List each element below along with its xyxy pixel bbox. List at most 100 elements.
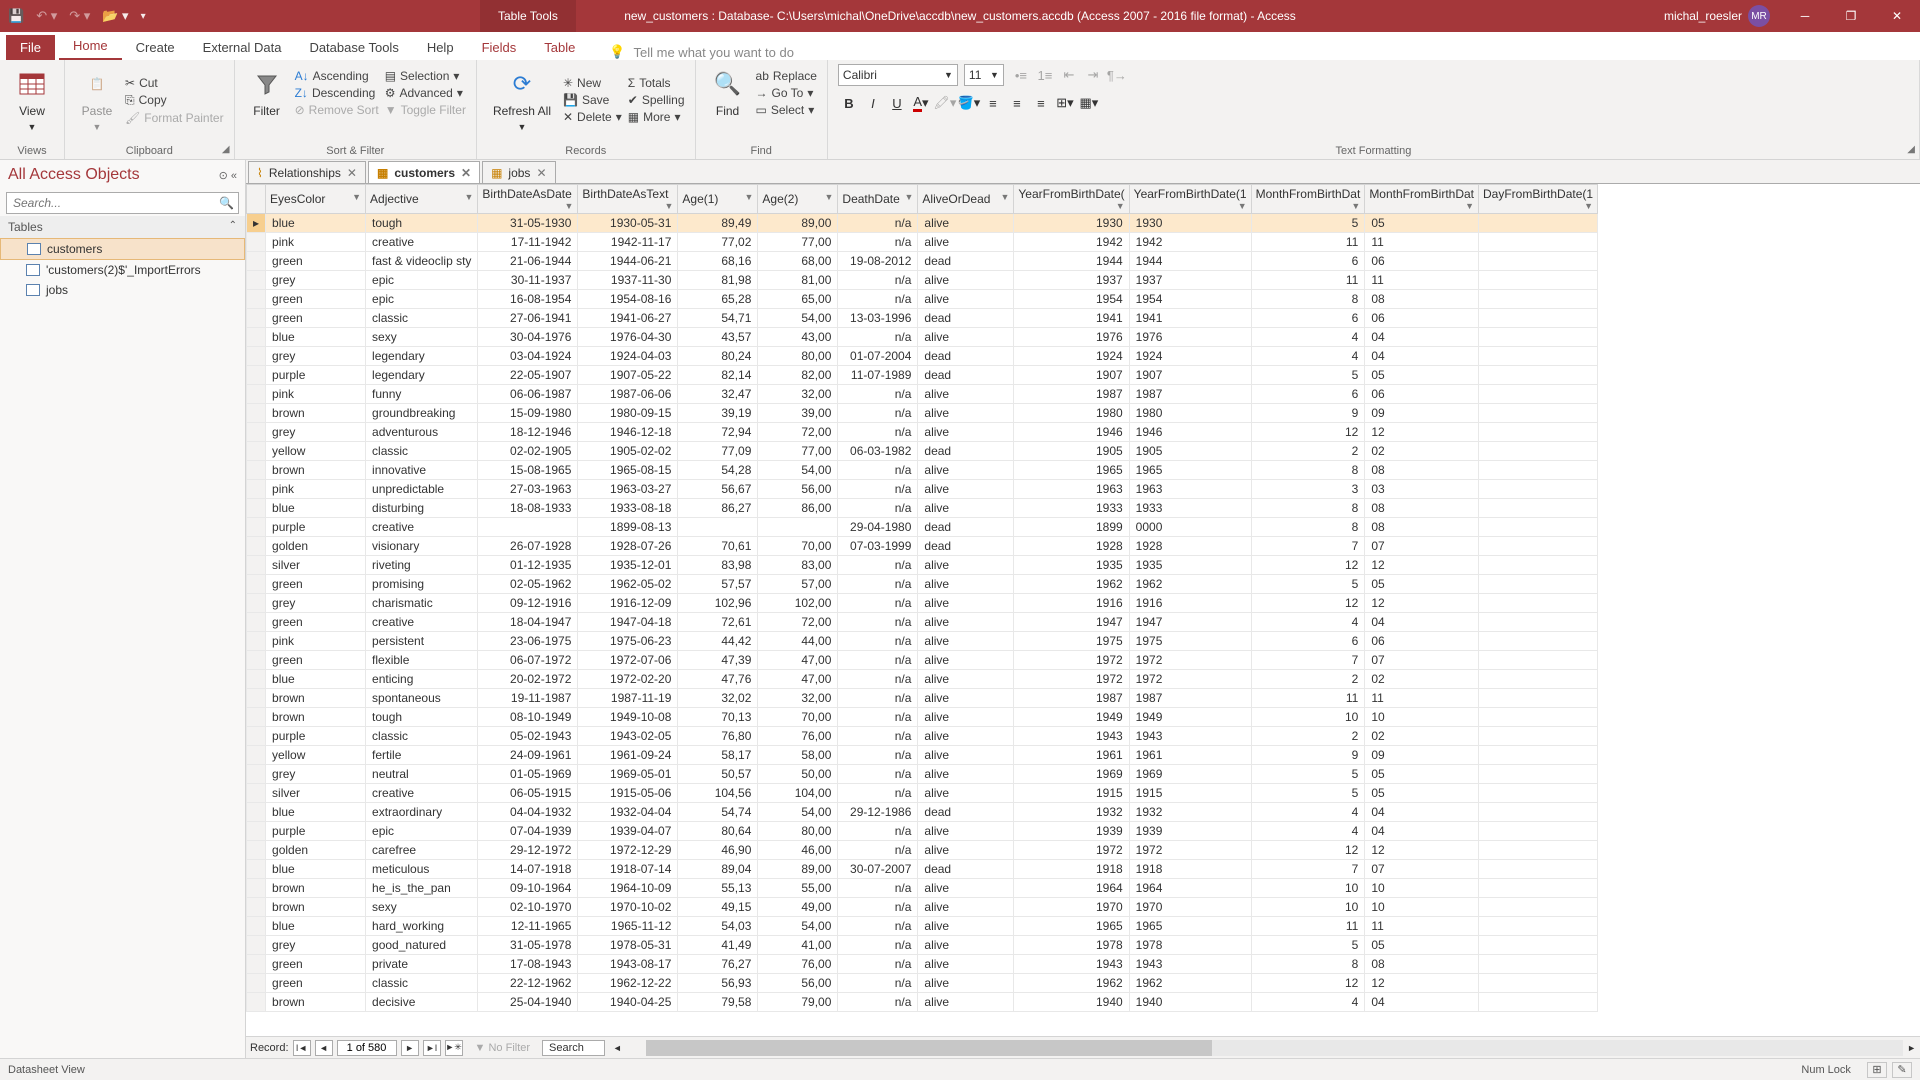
column-header[interactable]: Age(2)▼	[758, 185, 838, 214]
cell[interactable]: 1965	[1129, 461, 1251, 480]
cell[interactable]: 05	[1365, 936, 1479, 955]
cell[interactable]: 1949	[1129, 708, 1251, 727]
cell[interactable]: 1933	[1014, 499, 1129, 518]
cell[interactable]: n/a	[838, 613, 918, 632]
cell[interactable]: neutral	[366, 765, 478, 784]
cell[interactable]: 1916-12-09	[578, 594, 678, 613]
cell[interactable]: 06	[1365, 632, 1479, 651]
more-button[interactable]: ▦More ▾	[628, 110, 685, 124]
cell[interactable]: 86,27	[678, 499, 758, 518]
cell[interactable]: 1964	[1014, 879, 1129, 898]
cell[interactable]: 8	[1251, 499, 1365, 518]
cell[interactable]: 32,47	[678, 385, 758, 404]
cell[interactable]: 7	[1251, 537, 1365, 556]
cell[interactable]: 1943	[1129, 727, 1251, 746]
cell[interactable]	[478, 518, 578, 537]
column-header[interactable]: MonthFromBirthDat▼	[1365, 185, 1479, 214]
cell[interactable]: 09-12-1916	[478, 594, 578, 613]
cell[interactable]: tough	[366, 214, 478, 233]
cell[interactable]: n/a	[838, 480, 918, 499]
cell[interactable]: green	[266, 974, 366, 993]
cell[interactable]: 10	[1365, 898, 1479, 917]
cell[interactable]: 1980	[1129, 404, 1251, 423]
row-selector[interactable]	[247, 936, 266, 955]
cell[interactable]: 19-11-1987	[478, 689, 578, 708]
cell[interactable]: alive	[918, 328, 1014, 347]
cell[interactable]: n/a	[838, 385, 918, 404]
cell[interactable]: 12	[1251, 841, 1365, 860]
cell[interactable]: 1942	[1129, 233, 1251, 252]
cell[interactable]	[1479, 309, 1598, 328]
cell[interactable]: 01-05-1969	[478, 765, 578, 784]
table-row[interactable]: bluemeticulous14-07-19181918-07-1489,048…	[247, 860, 1598, 879]
table-row[interactable]: greyadventurous18-12-19461946-12-1872,94…	[247, 423, 1598, 442]
cell[interactable]: 10	[1251, 879, 1365, 898]
cell[interactable]: 1947	[1014, 613, 1129, 632]
cell[interactable]: 1944	[1014, 252, 1129, 271]
table-row[interactable]: browngroundbreaking15-09-19801980-09-153…	[247, 404, 1598, 423]
cell[interactable]: 1976	[1129, 328, 1251, 347]
cell[interactable]: 44,00	[758, 632, 838, 651]
first-record-button[interactable]: I◄	[293, 1040, 311, 1056]
minimize-button[interactable]: ─	[1782, 0, 1828, 32]
cell[interactable]: n/a	[838, 632, 918, 651]
cell[interactable]: 05-02-1943	[478, 727, 578, 746]
cell[interactable]: n/a	[838, 328, 918, 347]
cell[interactable]: 1915	[1014, 784, 1129, 803]
cell[interactable]	[1479, 480, 1598, 499]
cell[interactable]: good_natured	[366, 936, 478, 955]
cell[interactable]: 12	[1365, 556, 1479, 575]
cell[interactable]: 29-12-1986	[838, 803, 918, 822]
cell[interactable]: 1937	[1129, 271, 1251, 290]
cell[interactable]: 15-09-1980	[478, 404, 578, 423]
undo-icon[interactable]: ↶ ▾	[36, 8, 57, 24]
table-row[interactable]: greenprivate17-08-19431943-08-1776,2776,…	[247, 955, 1598, 974]
cell[interactable]: 76,00	[758, 727, 838, 746]
cell[interactable]: unpredictable	[366, 480, 478, 499]
column-dropdown-icon[interactable]: ▼	[1000, 192, 1009, 202]
cell[interactable]: 1964	[1129, 879, 1251, 898]
cell[interactable]: 1916	[1014, 594, 1129, 613]
cell[interactable]: 02-10-1970	[478, 898, 578, 917]
cell[interactable]: blue	[266, 328, 366, 347]
close-button[interactable]: ✕	[1874, 0, 1920, 32]
cell[interactable]: 1947-04-18	[578, 613, 678, 632]
cell[interactable]	[1479, 214, 1598, 233]
cell[interactable]: riveting	[366, 556, 478, 575]
cell[interactable]: 54,28	[678, 461, 758, 480]
cell[interactable]: 49,00	[758, 898, 838, 917]
table-row[interactable]: goldencarefree29-12-19721972-12-2946,904…	[247, 841, 1598, 860]
cell[interactable]: decisive	[366, 993, 478, 1012]
row-selector[interactable]	[247, 765, 266, 784]
cell[interactable]: 1944	[1129, 252, 1251, 271]
cell[interactable]	[1479, 898, 1598, 917]
cell[interactable]: creative	[366, 518, 478, 537]
cell[interactable]	[1479, 290, 1598, 309]
cell[interactable]: 11	[1365, 689, 1479, 708]
cell[interactable]: 1944-06-21	[578, 252, 678, 271]
cell[interactable]: alive	[918, 233, 1014, 252]
cell[interactable]: 19-08-2012	[838, 252, 918, 271]
cell[interactable]: 1980	[1014, 404, 1129, 423]
cell[interactable]: 72,94	[678, 423, 758, 442]
cell[interactable]: 5	[1251, 214, 1365, 233]
row-selector[interactable]	[247, 442, 266, 461]
cell[interactable]: 1916	[1129, 594, 1251, 613]
row-selector[interactable]	[247, 271, 266, 290]
row-selector[interactable]	[247, 955, 266, 974]
cell[interactable]: n/a	[838, 917, 918, 936]
cell[interactable]: 2	[1251, 442, 1365, 461]
cell[interactable]	[1479, 803, 1598, 822]
cell[interactable]: 79,58	[678, 993, 758, 1012]
tab-external-data[interactable]: External Data	[189, 35, 296, 60]
cell[interactable]	[678, 518, 758, 537]
cell[interactable]: 09	[1365, 746, 1479, 765]
cell[interactable]: 09	[1365, 404, 1479, 423]
replace-button[interactable]: abReplace	[756, 69, 817, 83]
cell[interactable]	[1479, 784, 1598, 803]
cell[interactable]: alive	[918, 404, 1014, 423]
cell[interactable]: 32,02	[678, 689, 758, 708]
cell[interactable]: blue	[266, 670, 366, 689]
tab-fields[interactable]: Fields	[468, 35, 531, 60]
cell[interactable]	[1479, 347, 1598, 366]
